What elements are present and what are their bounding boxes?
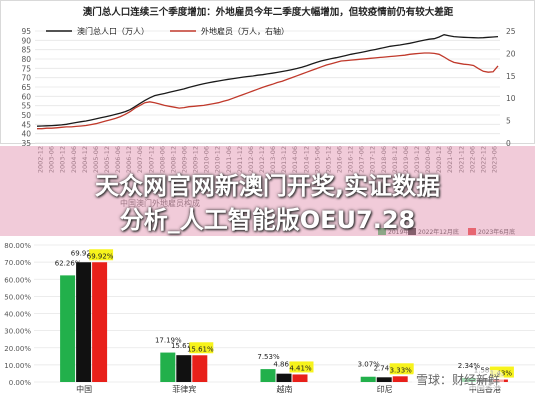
left-axis-tick-label: 60 — [21, 92, 31, 101]
overlay-headline: 天众网官网新澳门开奖,实证数据 — [94, 172, 441, 200]
overlay-banner — [0, 146, 535, 236]
bar-axis-tick-label: 80.00% — [4, 242, 31, 250]
left-axis-tick-label: 40 — [21, 130, 31, 139]
bar — [76, 262, 92, 382]
bar — [292, 374, 308, 382]
left-axis-tick-label: 75 — [21, 64, 31, 73]
data-label-highlight — [389, 363, 414, 375]
left-axis-tick-label: 90 — [21, 36, 31, 45]
bar — [192, 355, 208, 382]
right-axis-tick-label: 10 — [506, 94, 516, 103]
bar-category-label: 印尼 — [377, 385, 393, 394]
bar-axis-tick-label: 30.00% — [4, 328, 31, 336]
bar-category-label: 中国香港 — [469, 384, 501, 394]
bar-axis-tick-label: 0.00% — [9, 379, 32, 387]
bar-data-label: 2.34% — [458, 362, 481, 370]
series-line-foreign-workers — [37, 52, 499, 130]
bar — [276, 373, 292, 382]
legend-label: 澳门总人口（万人） — [77, 26, 149, 36]
bar-axis-tick-label: 20.00% — [4, 345, 31, 353]
left-axis-tick-label: 85 — [21, 46, 31, 55]
legend-label: 外地雇员（万人，右轴） — [201, 26, 289, 36]
bar-data-label: 15.67% — [171, 342, 198, 350]
bar-data-label: 69.92% — [87, 252, 114, 260]
bar — [160, 352, 176, 382]
data-label-highlight — [189, 342, 214, 354]
bar-data-label: 7.53% — [257, 353, 280, 361]
bar-category-label: 越南 — [277, 384, 293, 394]
data-label-highlight — [89, 249, 114, 261]
bar-data-label: 2.74% — [374, 364, 397, 372]
left-axis-tick-label: 70 — [21, 74, 31, 83]
bar-data-label: 69.92% — [71, 249, 98, 257]
left-axis-tick-label: 50 — [21, 111, 31, 120]
right-axis-tick-label: 20 — [506, 49, 516, 58]
bar-axis-tick-label: 70.00% — [4, 259, 31, 267]
bar-data-label: 15.61% — [187, 345, 214, 353]
left-axis-tick-label: 65 — [21, 83, 31, 92]
overlay-subheadline: 分析_人工智能版OEU7.28 — [119, 206, 416, 234]
bar-data-label: 3.33% — [390, 366, 413, 374]
bar-axis-tick-label: 60.00% — [4, 276, 31, 284]
bar-axis-tick-label: 50.00% — [4, 293, 31, 301]
bar-data-label: 4.41% — [289, 364, 312, 372]
bar-data-label: 4.86% — [273, 361, 296, 369]
left-axis-tick-label: 95 — [21, 27, 31, 36]
watermark: 雪球：财经新鲜 — [412, 370, 505, 389]
right-axis-tick-label: 15 — [506, 72, 516, 81]
bar-category-label: 菲律宾 — [172, 384, 196, 394]
series-line-population — [36, 34, 499, 127]
bar — [260, 369, 276, 382]
right-axis-tick-label: 5 — [506, 117, 511, 126]
bar-data-label: 3.07% — [358, 361, 381, 369]
bar — [376, 377, 392, 382]
bar-axis-tick-label: 40.00% — [4, 311, 31, 319]
bar-axis-tick-label: 10.00% — [4, 362, 31, 370]
bar — [176, 355, 192, 382]
right-axis-tick-label: 25 — [506, 27, 516, 36]
left-axis-tick-label: 80 — [21, 55, 31, 64]
bar-category-label: 中国 — [76, 384, 92, 394]
bar-data-label: 62.26% — [55, 259, 82, 267]
bar — [392, 376, 408, 382]
bar-data-label: 17.19% — [155, 337, 182, 345]
right-axis-tick-label: 0 — [506, 139, 511, 148]
bar — [60, 275, 76, 382]
left-axis-tick-label: 45 — [21, 120, 31, 129]
line-chart-title: 澳门总人口连续三个季度增加：外地雇员今年二季度大幅增加，但较疫情前仍有较大差距 — [83, 6, 454, 18]
bar — [92, 262, 108, 382]
data-label-highlight — [289, 361, 314, 373]
bar — [360, 376, 376, 382]
left-axis-tick-label: 55 — [21, 102, 31, 111]
left-axis-tick-label: 35 — [21, 139, 31, 148]
